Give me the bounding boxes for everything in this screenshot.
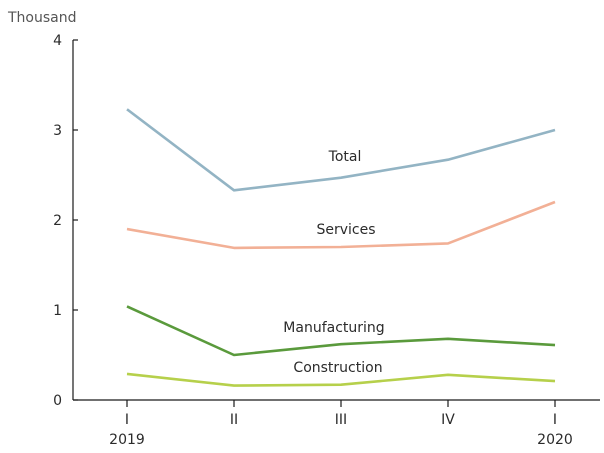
y-tick-label: 4 xyxy=(53,33,62,49)
y-tick-label: 0 xyxy=(53,393,62,409)
y-tick-labels: 0 1 2 3 4 xyxy=(53,33,78,409)
x-tick-label: I xyxy=(125,412,129,428)
x-tick-label: III xyxy=(335,412,347,428)
y-tick-label: 1 xyxy=(53,303,62,319)
x-tick-label: IV xyxy=(441,412,455,428)
x-tick-label: II xyxy=(230,412,238,428)
x-tick-label: I xyxy=(553,412,557,428)
series-label-construction: Construction xyxy=(293,360,382,376)
x-year-label: 2019 xyxy=(109,432,145,448)
y-tick-label: 2 xyxy=(53,213,62,229)
y-tick-label: 3 xyxy=(53,123,62,139)
x-year-label: 2020 xyxy=(537,432,573,448)
y-unit-label: Thousand xyxy=(7,10,77,26)
series-label-manufacturing: Manufacturing xyxy=(283,320,384,336)
series-label-services: Services xyxy=(316,222,375,238)
series-label-total: Total xyxy=(328,149,362,165)
